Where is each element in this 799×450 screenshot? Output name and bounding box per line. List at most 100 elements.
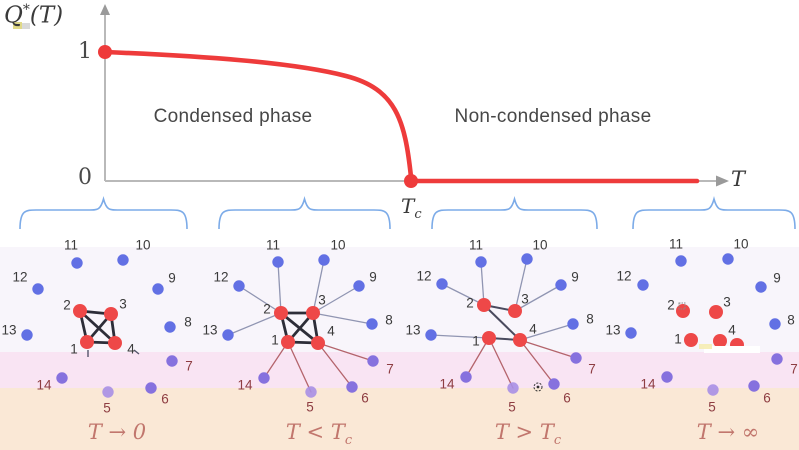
node-label-4: 4	[327, 324, 335, 339]
node-label-9: 9	[369, 270, 377, 285]
checker-artifact	[678, 302, 686, 310]
network-node-8	[164, 321, 176, 333]
network-node-10	[722, 253, 734, 265]
y-axis-label-base: Q	[4, 2, 23, 29]
network-node-4	[311, 336, 325, 350]
brace-icon	[632, 195, 796, 230]
node-label-1: 1	[674, 332, 682, 347]
node-label-11: 11	[64, 238, 78, 253]
network-node-12	[32, 283, 44, 295]
network-node-6	[548, 378, 560, 390]
node-label-7: 7	[790, 362, 798, 377]
network-node-3	[508, 304, 522, 318]
node-label-2: 2	[466, 296, 474, 311]
node-label-5: 5	[508, 400, 516, 415]
network-node-1	[482, 331, 496, 345]
node-label-7: 7	[588, 362, 596, 377]
node-label-12: 12	[616, 269, 631, 284]
node-label-12: 12	[416, 269, 431, 284]
network-node-7	[570, 352, 582, 364]
node-label-14: 14	[237, 378, 253, 393]
network-edge	[312, 285, 360, 314]
network-node-10	[117, 254, 129, 266]
compression-artifact	[13, 22, 30, 29]
network-node-9	[353, 280, 365, 292]
network-node-1	[80, 335, 94, 349]
network-node-8	[366, 318, 378, 330]
network-node-9	[755, 281, 767, 293]
network-edge	[279, 311, 320, 345]
background-band-top	[0, 247, 799, 352]
node-label-8: 8	[385, 313, 393, 328]
network-edge	[441, 283, 485, 306]
node-label-13: 13	[202, 323, 217, 338]
panel-caption-T-less-Tc: T < Tc	[285, 420, 353, 449]
network-node-3	[104, 307, 118, 321]
node-label-3: 3	[723, 295, 731, 310]
network-node-11	[272, 256, 284, 268]
tc-label-base: T	[401, 194, 415, 218]
network-node-1	[281, 335, 295, 349]
node-label-1: 1	[472, 334, 480, 349]
node-label-11: 11	[469, 238, 483, 253]
node-label-11: 11	[266, 238, 280, 253]
node-label-10: 10	[733, 237, 748, 252]
network-edge	[227, 312, 282, 336]
sparkle-artifact	[533, 382, 543, 392]
node-label-4: 4	[728, 323, 736, 338]
sparkle-artifact-center	[536, 385, 540, 389]
network-node-8	[769, 318, 781, 330]
network-edge	[480, 261, 485, 306]
node-label-13: 13	[405, 323, 420, 338]
network-edge	[317, 342, 353, 388]
node-label-1: 1	[70, 342, 78, 357]
network-node-2	[274, 306, 288, 320]
node-label-14: 14	[439, 377, 455, 392]
network-node-2	[676, 304, 690, 318]
network-node-12	[637, 279, 649, 291]
network-node-14	[56, 372, 68, 384]
network-edge	[287, 341, 312, 393]
y-tick-zero: 0	[78, 165, 92, 190]
brace-icon	[19, 195, 188, 230]
node-label-3: 3	[521, 292, 529, 307]
node-label-5: 5	[103, 401, 111, 416]
network-node-9	[152, 283, 164, 295]
node-label-9: 9	[168, 271, 176, 286]
node-label-8: 8	[787, 313, 795, 328]
network-node-14	[460, 371, 472, 383]
plot-axes	[100, 4, 729, 187]
x-axis-label: T	[731, 167, 746, 191]
wipe-artifact	[704, 346, 760, 353]
network-node-13	[21, 329, 33, 341]
network-node-2	[477, 298, 491, 312]
network-node-4	[108, 336, 122, 350]
smear-artifact	[699, 344, 712, 349]
node-label-4: 4	[529, 322, 537, 337]
condensed-phase-label: Condensed phase	[153, 106, 313, 127]
node-label-6: 6	[763, 391, 771, 406]
network-edge	[519, 323, 574, 341]
network-node-1	[684, 333, 698, 347]
node-label-12: 12	[12, 270, 27, 285]
tc-label-sub: c	[414, 207, 422, 222]
network-edge	[238, 285, 282, 314]
network-node-4	[513, 333, 527, 347]
order-parameter-curve	[98, 45, 700, 188]
node-label-10: 10	[135, 238, 150, 253]
curve-endpoint-Tc	[404, 174, 418, 188]
network-edge	[317, 342, 374, 362]
y-axis-label: Q*(T)	[4, 2, 63, 29]
network-node-4	[713, 334, 727, 348]
node-label-13: 13	[605, 323, 620, 338]
node-label-3: 3	[318, 293, 326, 308]
network-node-2	[73, 304, 87, 318]
network-edge	[312, 312, 373, 325]
network-node-10	[521, 253, 533, 265]
node-label-10: 10	[330, 238, 345, 253]
node-label-11: 11	[669, 237, 683, 252]
node-label-3: 3	[119, 297, 127, 312]
